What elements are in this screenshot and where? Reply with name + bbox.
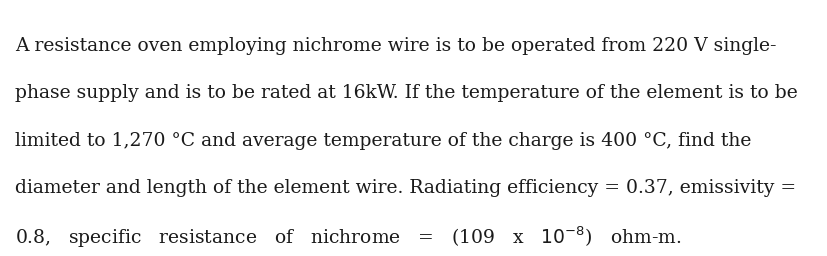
Text: A resistance oven employing nichrome wire is to be operated from 220 V single-: A resistance oven employing nichrome wir… <box>15 37 776 55</box>
Text: diameter and length of the element wire. Radiating efficiency = 0.37, emissivity: diameter and length of the element wire.… <box>15 179 795 197</box>
Text: phase supply and is to be rated at 16kW. If the temperature of the element is to: phase supply and is to be rated at 16kW.… <box>15 84 796 102</box>
Text: limited to 1,270 °C and average temperature of the charge is 400 °C, find the: limited to 1,270 °C and average temperat… <box>15 132 750 150</box>
Text: 0.8,   specific   resistance   of   nichrome   =   (109   x   $10^{-8}$)   ohm-m: 0.8, specific resistance of nichrome = (… <box>15 224 681 250</box>
